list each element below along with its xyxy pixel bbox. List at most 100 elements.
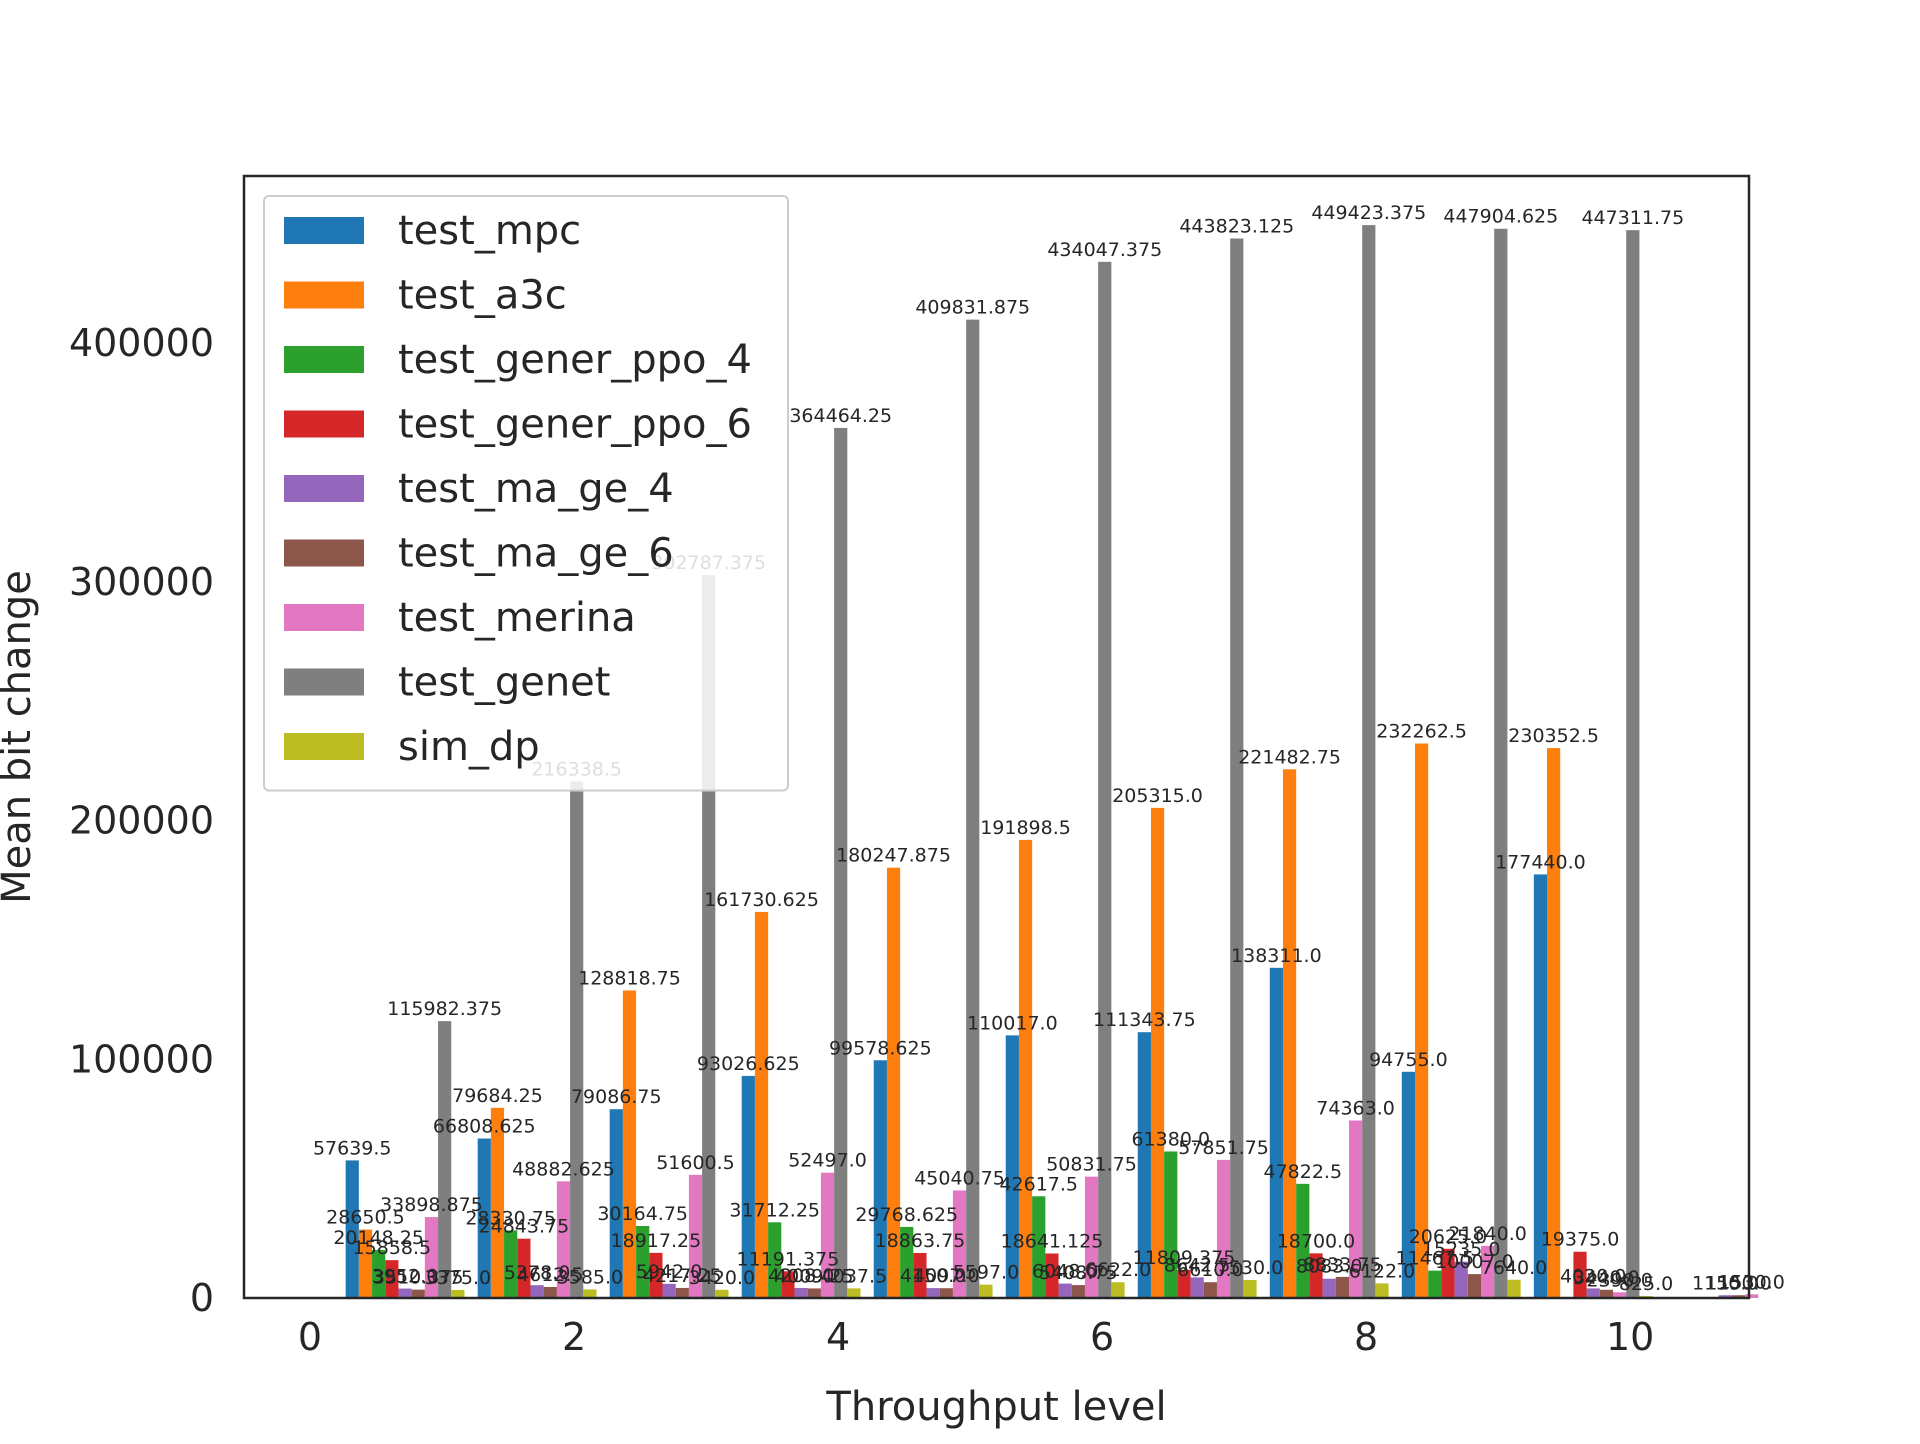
data-label: 364464.25 xyxy=(789,405,892,427)
x-tick-label: 0 xyxy=(298,1315,322,1359)
bar-sim_dp xyxy=(715,1289,729,1298)
bar-sim_dp xyxy=(1375,1283,1389,1298)
x-axis-label: Throughput level xyxy=(825,1384,1166,1430)
legend-swatch xyxy=(284,668,364,696)
data-label: 66808.625 xyxy=(433,1116,536,1138)
bar-test_gener_ppo_6 xyxy=(517,1238,531,1298)
bar-test_genet xyxy=(834,427,848,1298)
legend-swatch xyxy=(284,733,364,760)
data-label: 5942.0 xyxy=(636,1261,702,1283)
bar-test_ma_ge_4 xyxy=(1718,1295,1732,1298)
legend-label: test_merina xyxy=(398,595,636,641)
bar-test_a3c xyxy=(1414,743,1429,1298)
bar-test_ma_ge_4 xyxy=(662,1283,676,1298)
data-label: 61380.0 xyxy=(1131,1128,1210,1150)
bar-test_gener_ppo_6 xyxy=(649,1252,663,1298)
legend-swatch xyxy=(284,281,364,309)
data-label: 7530.0 xyxy=(1217,1257,1283,1279)
data-label: 6610.0 xyxy=(1177,1259,1243,1281)
y-tick-label: 0 xyxy=(190,1276,214,1320)
bar-test_ma_ge_4 xyxy=(926,1288,940,1298)
legend-items: test_mpc test_a3c test_gener_ppo_4 test_gen… xyxy=(284,208,752,770)
ticks-layer: 0 2 4 6 8 10 0 100000 200000 300000 400000 xyxy=(69,321,1654,1359)
legend-swatch xyxy=(284,539,364,567)
data-label: 447311.75 xyxy=(1581,207,1684,229)
bar-test_a3c xyxy=(1547,748,1561,1298)
bar-test_genet xyxy=(1098,261,1112,1298)
data-label: 15858.5 xyxy=(353,1237,432,1259)
data-label: 3952.0 xyxy=(372,1266,438,1288)
bar-test_genet xyxy=(1362,225,1376,1298)
data-label: 48882.625 xyxy=(512,1158,615,1180)
x-tick-label: 8 xyxy=(1354,1315,1378,1359)
bar-test_ma_ge_4 xyxy=(794,1287,808,1298)
data-label: 180247.875 xyxy=(836,845,951,867)
bar-test_ma_ge_6 xyxy=(1071,1285,1085,1298)
data-label: 2390.0 xyxy=(1586,1269,1652,1291)
bar-sim_dp xyxy=(1111,1282,1125,1298)
bar-test_mpc xyxy=(741,1075,755,1298)
legend-swatch xyxy=(284,475,364,502)
bar-test_merina xyxy=(556,1181,571,1298)
data-label: 825.0 xyxy=(1619,1273,1673,1295)
bar-test_gener_ppo_4 xyxy=(1032,1196,1046,1298)
bar-test_gener_ppo_6 xyxy=(913,1252,927,1298)
bar-test_merina xyxy=(1745,1294,1759,1298)
data-label: 47822.5 xyxy=(1263,1161,1342,1183)
data-label: 8642.5 xyxy=(1164,1254,1230,1276)
data-label: 191898.5 xyxy=(980,817,1071,839)
data-label: 33898.875 xyxy=(380,1194,483,1216)
data-label: 434047.375 xyxy=(1047,239,1162,261)
bar-test_ma_ge_6 xyxy=(1467,1274,1482,1298)
data-label: 57851.75 xyxy=(1178,1137,1269,1159)
bar-test_gener_ppo_4 xyxy=(372,1249,386,1298)
legend-swatch xyxy=(284,217,364,244)
data-label: 205315.0 xyxy=(1112,785,1203,807)
bars-layer xyxy=(345,225,1759,1299)
data-label: 449423.375 xyxy=(1311,202,1426,224)
bar-test_mpc xyxy=(345,1160,359,1298)
bar-test_mpc xyxy=(1533,874,1548,1298)
bar-test_merina xyxy=(952,1190,967,1298)
bar-test_ma_ge_4 xyxy=(1058,1283,1072,1298)
data-label: 6622.0 xyxy=(1085,1259,1151,1281)
data-label: 110017.0 xyxy=(967,1012,1058,1034)
bar-test_gener_ppo_4 xyxy=(636,1225,650,1298)
bar-test_gener_ppo_6 xyxy=(1441,1248,1455,1298)
bar-test_a3c xyxy=(1150,807,1165,1298)
data-label: 6048.0 xyxy=(1032,1261,1098,1283)
bar-test_genet xyxy=(966,319,980,1299)
bar-test_merina xyxy=(820,1172,835,1298)
data-label: 28650.5 xyxy=(326,1207,405,1229)
bar-test_ma_ge_4 xyxy=(1454,1261,1468,1298)
bar-test_ma_ge_6 xyxy=(1335,1276,1349,1298)
data-label: 4037.5 xyxy=(821,1265,887,1287)
data-label: 52497.0 xyxy=(788,1150,867,1172)
bar-test_gener_ppo_4 xyxy=(504,1230,518,1298)
data-label: 4612.5 xyxy=(517,1264,583,1286)
bar-test_a3c xyxy=(1018,839,1033,1298)
data-label: 3375.0 xyxy=(425,1267,491,1289)
x-tick-label: 6 xyxy=(1090,1315,1114,1359)
bar-test_a3c xyxy=(358,1229,373,1298)
data-label: 3510.375 xyxy=(373,1267,464,1289)
x-tick-label: 4 xyxy=(826,1315,850,1359)
bar-test_a3c xyxy=(754,911,769,1298)
bar-test_ma_ge_4 xyxy=(530,1285,544,1298)
legend-swatch xyxy=(284,346,364,373)
data-label: 18700.0 xyxy=(1277,1230,1356,1252)
x-tick-label: 10 xyxy=(1606,1315,1654,1359)
data-label: 4150.0 xyxy=(900,1265,966,1287)
data-label: 4217.25 xyxy=(643,1265,722,1287)
bar-test_merina xyxy=(1613,1292,1627,1298)
bar-test_merina xyxy=(1084,1176,1099,1298)
y-tick-label: 100000 xyxy=(69,1037,214,1081)
data-label: 28330.75 xyxy=(465,1207,556,1229)
data-label: 18863.75 xyxy=(875,1230,966,1252)
bar-test_genet xyxy=(1230,238,1244,1298)
data-label: 4020.0 xyxy=(1560,1265,1626,1287)
legend-swatch xyxy=(284,410,364,438)
bar-test_ma_ge_6 xyxy=(543,1286,557,1298)
data-label: 111343.75 xyxy=(1093,1009,1196,1031)
